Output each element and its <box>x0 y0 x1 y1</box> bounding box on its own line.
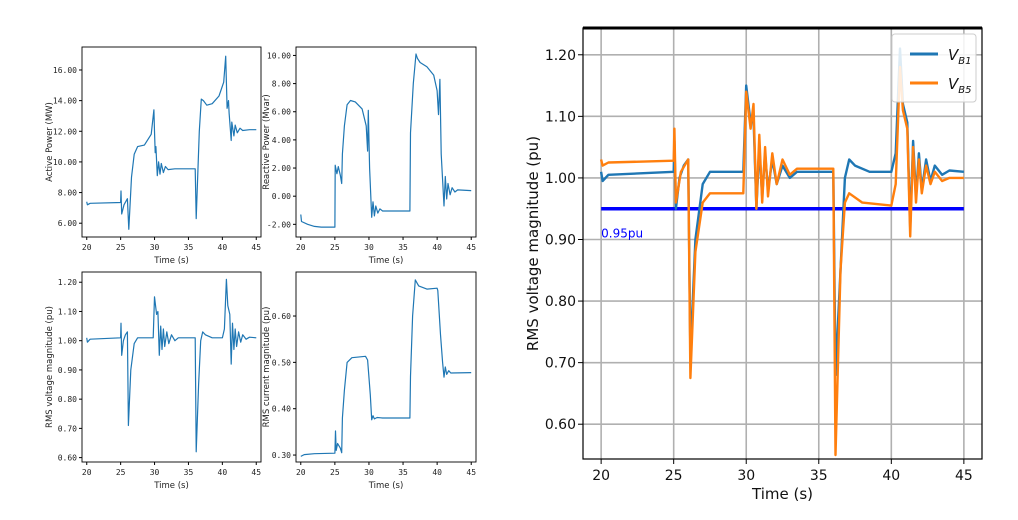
y-tick-label: 1.20 <box>545 48 576 64</box>
y-tick-label: 16.00 <box>53 66 77 75</box>
legend-label: VB5 <box>948 75 972 96</box>
series-line-s0 <box>300 279 472 457</box>
x-tick-label: 40 <box>882 468 900 484</box>
y-tick-label: 8.00 <box>58 189 77 198</box>
y-tick-label: 1.20 <box>58 278 77 287</box>
x-tick-label: 30 <box>737 468 755 484</box>
subplot-3: 20 25 30 35 40 45 0.60 0.70 0.80 0.90 1.00 1.10 1.20… <box>45 271 262 491</box>
series-line-s0 <box>86 55 257 230</box>
x-tick-label: 40 <box>218 468 228 477</box>
series-line-s0 <box>86 278 257 453</box>
x-tick-label: 45 <box>466 468 476 477</box>
x-tick-label: 45 <box>955 468 973 484</box>
y-tick-label: 1.10 <box>58 307 77 316</box>
x-tick-label: 35 <box>184 468 194 477</box>
x-tick-label: 40 <box>432 243 442 252</box>
x-tick-label: 40 <box>432 468 442 477</box>
x-tick-label: 20 <box>592 468 610 484</box>
y-tick-label: 0.60 <box>272 312 291 321</box>
legend-subscript: B5 <box>958 85 971 96</box>
series-line-V_B5 <box>599 65 964 457</box>
subplot-4: 20 25 30 35 40 45 0.30 0.40 0.50 0.60 Time (s) RMS … <box>262 271 477 491</box>
y-tick-label: 0.70 <box>545 356 576 372</box>
legend-label: VB1 <box>948 46 972 67</box>
y-tick-label: 12.00 <box>53 127 77 136</box>
y-tick-label: 8.00 <box>272 80 291 89</box>
legend-main: V <box>948 75 960 93</box>
y-tick-label: 1.10 <box>545 109 576 125</box>
x-tick-label: 20 <box>82 243 92 252</box>
y-tick-label: 0.30 <box>272 451 291 460</box>
x-tick-label: 25 <box>665 468 683 484</box>
x-tick-label: 25 <box>330 468 340 477</box>
x-tick-label: 25 <box>116 243 126 252</box>
x-tick-label: 30 <box>364 243 374 252</box>
x-tick-label: 45 <box>251 243 261 252</box>
threshold-label: 0.95pu <box>601 227 643 241</box>
x-tick-label: 30 <box>364 468 374 477</box>
y-axis-label: Active Power (MW) <box>45 102 55 182</box>
x-axis-label: Time (s) <box>751 485 813 503</box>
y-axis-label: RMS current magnitude (pu) <box>262 307 272 428</box>
x-axis-label: Time (s) <box>153 256 189 266</box>
y-tick-label: 0.80 <box>58 395 77 404</box>
y-tick-label: 0.50 <box>272 358 291 367</box>
y-tick-label: 4.00 <box>272 136 291 145</box>
y-tick-label: 14.00 <box>53 97 77 106</box>
x-tick-label: 35 <box>810 468 828 484</box>
x-tick-label: 35 <box>398 243 408 252</box>
x-tick-label: 45 <box>251 468 261 477</box>
axes-frame <box>81 271 262 463</box>
x-tick-label: 40 <box>218 243 228 252</box>
y-tick-label: 6.00 <box>272 108 291 117</box>
y-tick-label: 0.60 <box>545 417 576 433</box>
y-tick-label: 6.00 <box>58 219 77 228</box>
subplot-5: 0.95pu 20 25 30 35 40 45 0.60 0.70 0.80 0.90 1.00 1.… <box>524 26 983 503</box>
x-tick-label: 20 <box>82 468 92 477</box>
x-tick-label: 20 <box>296 243 306 252</box>
y-tick-label: 0.00 <box>272 192 291 201</box>
legend-subscript: B1 <box>958 56 971 67</box>
y-tick-label: 0.60 <box>58 454 77 463</box>
y-tick-label: 0.90 <box>545 232 576 248</box>
legend-main: V <box>948 46 960 64</box>
x-tick-label: 25 <box>116 468 126 477</box>
x-tick-label: 20 <box>296 468 306 477</box>
legend-box <box>891 33 977 103</box>
subplot-2: 20 25 30 35 40 45 -2.00 0.00 2.00 4.00 6.00 8.00 10.… <box>262 46 477 266</box>
series-line-s0 <box>300 53 472 228</box>
axes-frame <box>295 46 477 238</box>
y-tick-label: 0.80 <box>545 294 576 310</box>
y-tick-label: 0.70 <box>58 424 77 433</box>
y-axis-label: RMS voltage magnitude (pu) <box>524 136 542 351</box>
x-axis-label: Time (s) <box>153 481 189 491</box>
axes-frame <box>295 271 477 463</box>
y-tick-label: 10.00 <box>267 51 291 60</box>
x-axis-label: Time (s) <box>368 256 404 266</box>
y-tick-label: 2.00 <box>272 164 291 173</box>
y-tick-label: 0.40 <box>272 405 291 414</box>
subplot-1: 20 25 30 35 40 45 6.00 8.00 10.00 12.00 14.00 16.00… <box>45 46 262 266</box>
y-tick-label: -2.00 <box>267 220 291 229</box>
x-tick-label: 25 <box>330 243 340 252</box>
x-tick-label: 35 <box>184 243 194 252</box>
y-axis-label: Reactive Power (Mvar) <box>262 94 272 189</box>
y-tick-label: 1.00 <box>545 171 576 187</box>
y-tick-label: 0.90 <box>58 366 77 375</box>
x-tick-label: 45 <box>466 243 476 252</box>
x-tick-label: 30 <box>150 468 160 477</box>
y-axis-label: RMS voltage magnitude (pu) <box>45 306 55 428</box>
x-tick-label: 35 <box>398 468 408 477</box>
y-tick-label: 10.00 <box>53 158 77 167</box>
x-tick-label: 30 <box>150 243 160 252</box>
x-axis-label: Time (s) <box>368 481 404 491</box>
y-tick-label: 1.00 <box>58 337 77 346</box>
axes-frame <box>81 46 262 238</box>
